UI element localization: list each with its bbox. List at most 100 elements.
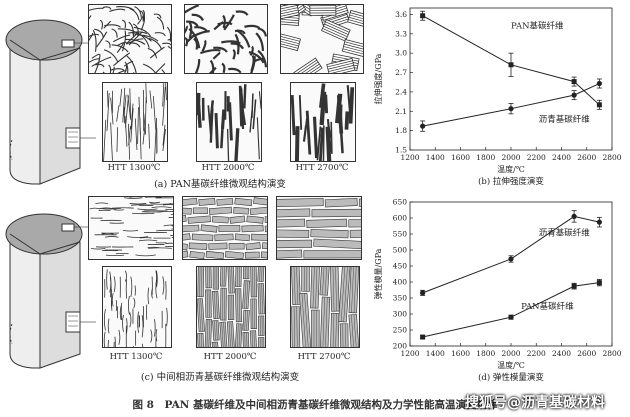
band-outline [208,206,233,215]
fiber-stroke [122,229,139,232]
band-layer [238,323,241,347]
band-outline [219,321,228,347]
fiber-stroke [145,83,147,104]
x-tick-label: 1400 [426,153,445,162]
fiber-stroke [123,60,134,67]
band-outline [249,206,267,216]
band-layer [296,306,298,347]
block-layer [344,41,363,49]
fiber-stroke [122,87,126,123]
panel-c-caption: (c) 中间相沥青基碳纤维微观结构演变 [140,372,300,383]
layer-band [338,267,351,323]
fiber-stroke [111,293,114,307]
band-outline [200,224,218,233]
band-outline [348,219,361,228]
band-layer [335,267,337,312]
block-outline [341,39,363,59]
y-tick-label: 2.4 [395,87,407,96]
pitch-htt-label-2: HTT 2000℃ [203,352,257,362]
layer-band [241,224,264,233]
fiber-stroke [226,128,230,161]
layer-band [242,331,250,347]
fiber-stroke [140,15,146,31]
fiber-stroke [193,37,199,50]
layer-band [214,233,234,242]
layer-band [188,242,208,250]
band-outline [264,224,267,233]
fiber-stroke [122,19,127,29]
fiber-stroke [141,343,144,347]
band-outline [313,238,361,250]
band-layer [208,289,210,318]
fiber-stroke [230,42,245,50]
band-layer [345,323,347,347]
band-outline [212,320,220,341]
band-outline [235,288,243,323]
fiber-stroke [252,57,265,63]
band-layer [332,267,335,312]
crystallite-block [281,5,300,21]
band-outline [277,208,311,218]
x-tick-label: 1400 [426,349,445,358]
y-tick-label: 600 [393,214,408,223]
layer-band [183,241,188,251]
fiber-stroke [162,83,165,107]
layer-band [183,233,191,242]
fiber-stroke [89,15,92,20]
fiber-stroke [151,288,153,299]
band-outline [191,233,214,242]
band-layer [216,320,218,341]
band-outline [319,267,331,296]
fiber-stroke [234,128,240,161]
layer-band [261,242,267,251]
fiber-stroke [117,41,127,47]
crystallite-block [293,57,323,73]
layer-band [200,224,218,233]
band-outline [234,233,251,242]
layer-band [260,251,267,259]
fiber-stroke [112,66,115,73]
fiber-stroke [148,201,161,204]
fiber-stroke [110,97,114,125]
fiber-stroke [113,52,131,67]
layer-band [348,219,361,228]
fiber-stroke [258,91,261,110]
layer-band [301,267,310,292]
fiber-stroke [221,40,241,45]
pan-surface-texture-3 [280,4,364,74]
series-label: PAN基碳纤维 [511,21,564,32]
band-layer [208,267,210,288]
layer-band [246,215,264,224]
layer-band [311,309,320,347]
layer-band [204,318,213,347]
layer-band [264,224,267,233]
block-layer [348,19,363,27]
layer-band [204,267,212,289]
fiber-stroke [252,99,257,130]
texture-svg [103,269,168,347]
fiber-stroke [94,28,104,38]
fiber-stroke [169,203,173,205]
fiber-stroke [129,312,132,328]
y-tick-label: 1.5 [395,146,407,155]
layer-band [358,198,361,207]
fiber-stroke [200,48,221,55]
layer-band [189,250,205,259]
band-outline [234,197,253,207]
band-outline [329,312,340,347]
layer-band [277,229,310,238]
band-layer [199,333,201,347]
band-outline [242,331,250,347]
layer-band [242,267,250,280]
band-layer [244,280,247,309]
fiber-stroke [105,254,125,257]
band-outline [183,224,200,233]
band-layer [293,306,296,347]
data-point [508,62,514,68]
band-outline [198,198,216,206]
block-layer [281,12,299,19]
fiber-stroke [128,126,131,146]
layer-band [197,267,205,298]
fiber-stroke [130,108,134,143]
band-outline [226,321,236,347]
